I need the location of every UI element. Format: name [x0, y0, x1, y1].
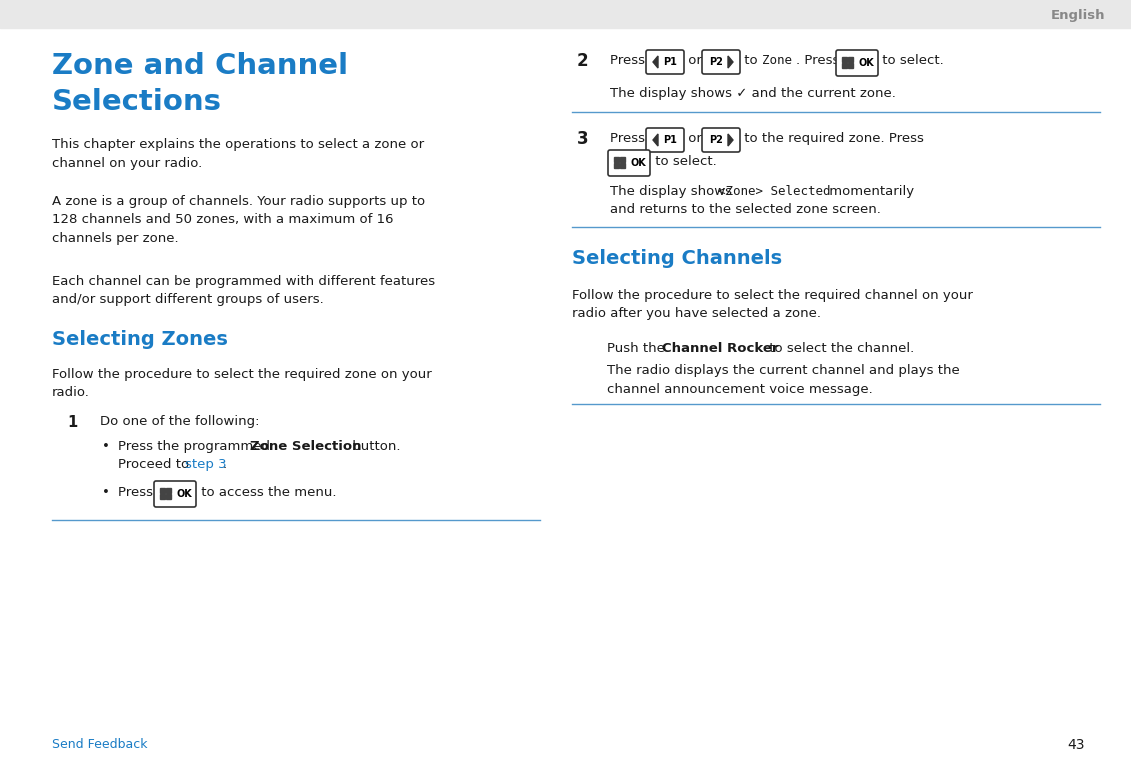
Text: 3: 3: [577, 130, 588, 148]
Text: to select.: to select.: [651, 155, 717, 168]
Text: Press: Press: [118, 486, 157, 499]
Text: Press: Press: [610, 54, 649, 67]
FancyBboxPatch shape: [646, 50, 684, 74]
Text: Zone: Zone: [762, 54, 792, 67]
Text: P2: P2: [709, 135, 723, 145]
Text: Selecting Zones: Selecting Zones: [52, 330, 227, 349]
Text: Follow the procedure to select the required zone on your
radio.: Follow the procedure to select the requi…: [52, 368, 432, 400]
Polygon shape: [728, 56, 733, 68]
Text: momentarily: momentarily: [824, 185, 914, 198]
Text: . Press: . Press: [796, 54, 844, 67]
Text: step 3: step 3: [185, 458, 226, 471]
Text: and returns to the selected zone screen.: and returns to the selected zone screen.: [610, 203, 881, 216]
Text: OK: OK: [858, 58, 874, 68]
Text: P1: P1: [663, 57, 677, 67]
Text: Channel Rocker: Channel Rocker: [662, 342, 778, 355]
FancyBboxPatch shape: [836, 50, 878, 76]
FancyBboxPatch shape: [702, 50, 740, 74]
Text: Selecting Channels: Selecting Channels: [572, 249, 783, 268]
Text: OK: OK: [630, 158, 646, 168]
Text: .: .: [223, 458, 227, 471]
Text: This chapter explains the operations to select a zone or
channel on your radio.: This chapter explains the operations to …: [52, 138, 424, 170]
Text: Zone Selection: Zone Selection: [250, 440, 362, 453]
Bar: [620, 157, 625, 162]
Text: to: to: [740, 54, 762, 67]
Text: 2: 2: [577, 52, 588, 70]
Bar: [159, 494, 165, 499]
Text: Follow the procedure to select the required channel on your
radio after you have: Follow the procedure to select the requi…: [572, 289, 973, 320]
Text: or: or: [684, 132, 706, 145]
FancyBboxPatch shape: [702, 128, 740, 152]
FancyBboxPatch shape: [646, 128, 684, 152]
Text: or: or: [684, 54, 706, 67]
Bar: [848, 57, 853, 62]
Bar: [620, 163, 625, 168]
FancyBboxPatch shape: [608, 150, 650, 176]
Text: to select the channel.: to select the channel.: [765, 342, 914, 355]
Text: The radio displays the current channel and plays the
channel announcement voice : The radio displays the current channel a…: [607, 364, 960, 396]
Text: Send Feedback: Send Feedback: [52, 738, 147, 752]
Bar: [841, 57, 847, 62]
Text: to access the menu.: to access the menu.: [197, 486, 337, 499]
Text: to the required zone. Press: to the required zone. Press: [740, 132, 924, 145]
Text: Proceed to: Proceed to: [118, 458, 193, 471]
Bar: [614, 157, 619, 162]
Text: Press the programmed: Press the programmed: [118, 440, 274, 453]
Bar: [166, 488, 171, 493]
Text: Do one of the following:: Do one of the following:: [100, 415, 259, 428]
Text: •: •: [102, 486, 110, 499]
Polygon shape: [653, 134, 658, 146]
Text: Push the: Push the: [607, 342, 670, 355]
Text: OK: OK: [176, 489, 192, 499]
Polygon shape: [653, 56, 658, 68]
Bar: [166, 494, 171, 499]
Text: English: English: [1051, 8, 1105, 21]
Bar: [841, 63, 847, 68]
Text: 1: 1: [67, 415, 77, 430]
Text: A zone is a group of channels. Your radio supports up to
128 channels and 50 zon: A zone is a group of channels. Your radi…: [52, 195, 425, 245]
Bar: [0, 0, 1131, 28]
Bar: [159, 488, 165, 493]
Bar: [614, 163, 619, 168]
Text: •: •: [102, 440, 110, 453]
Text: P1: P1: [663, 135, 677, 145]
Text: The display shows ✓ and the current zone.: The display shows ✓ and the current zone…: [610, 87, 896, 100]
Text: The display shows: The display shows: [610, 185, 736, 198]
Text: Press: Press: [610, 132, 649, 145]
Text: 43: 43: [1068, 738, 1085, 752]
Text: Selections: Selections: [52, 88, 222, 116]
Text: to select.: to select.: [878, 54, 943, 67]
Text: Zone and Channel: Zone and Channel: [52, 52, 348, 80]
FancyBboxPatch shape: [154, 481, 196, 507]
Text: Each channel can be programmed with different features
and/or support different : Each channel can be programmed with diff…: [52, 275, 435, 307]
Text: <Zone> Selected: <Zone> Selected: [718, 185, 830, 198]
Text: button.: button.: [348, 440, 400, 453]
Bar: [848, 63, 853, 68]
Polygon shape: [728, 134, 733, 146]
Text: P2: P2: [709, 57, 723, 67]
